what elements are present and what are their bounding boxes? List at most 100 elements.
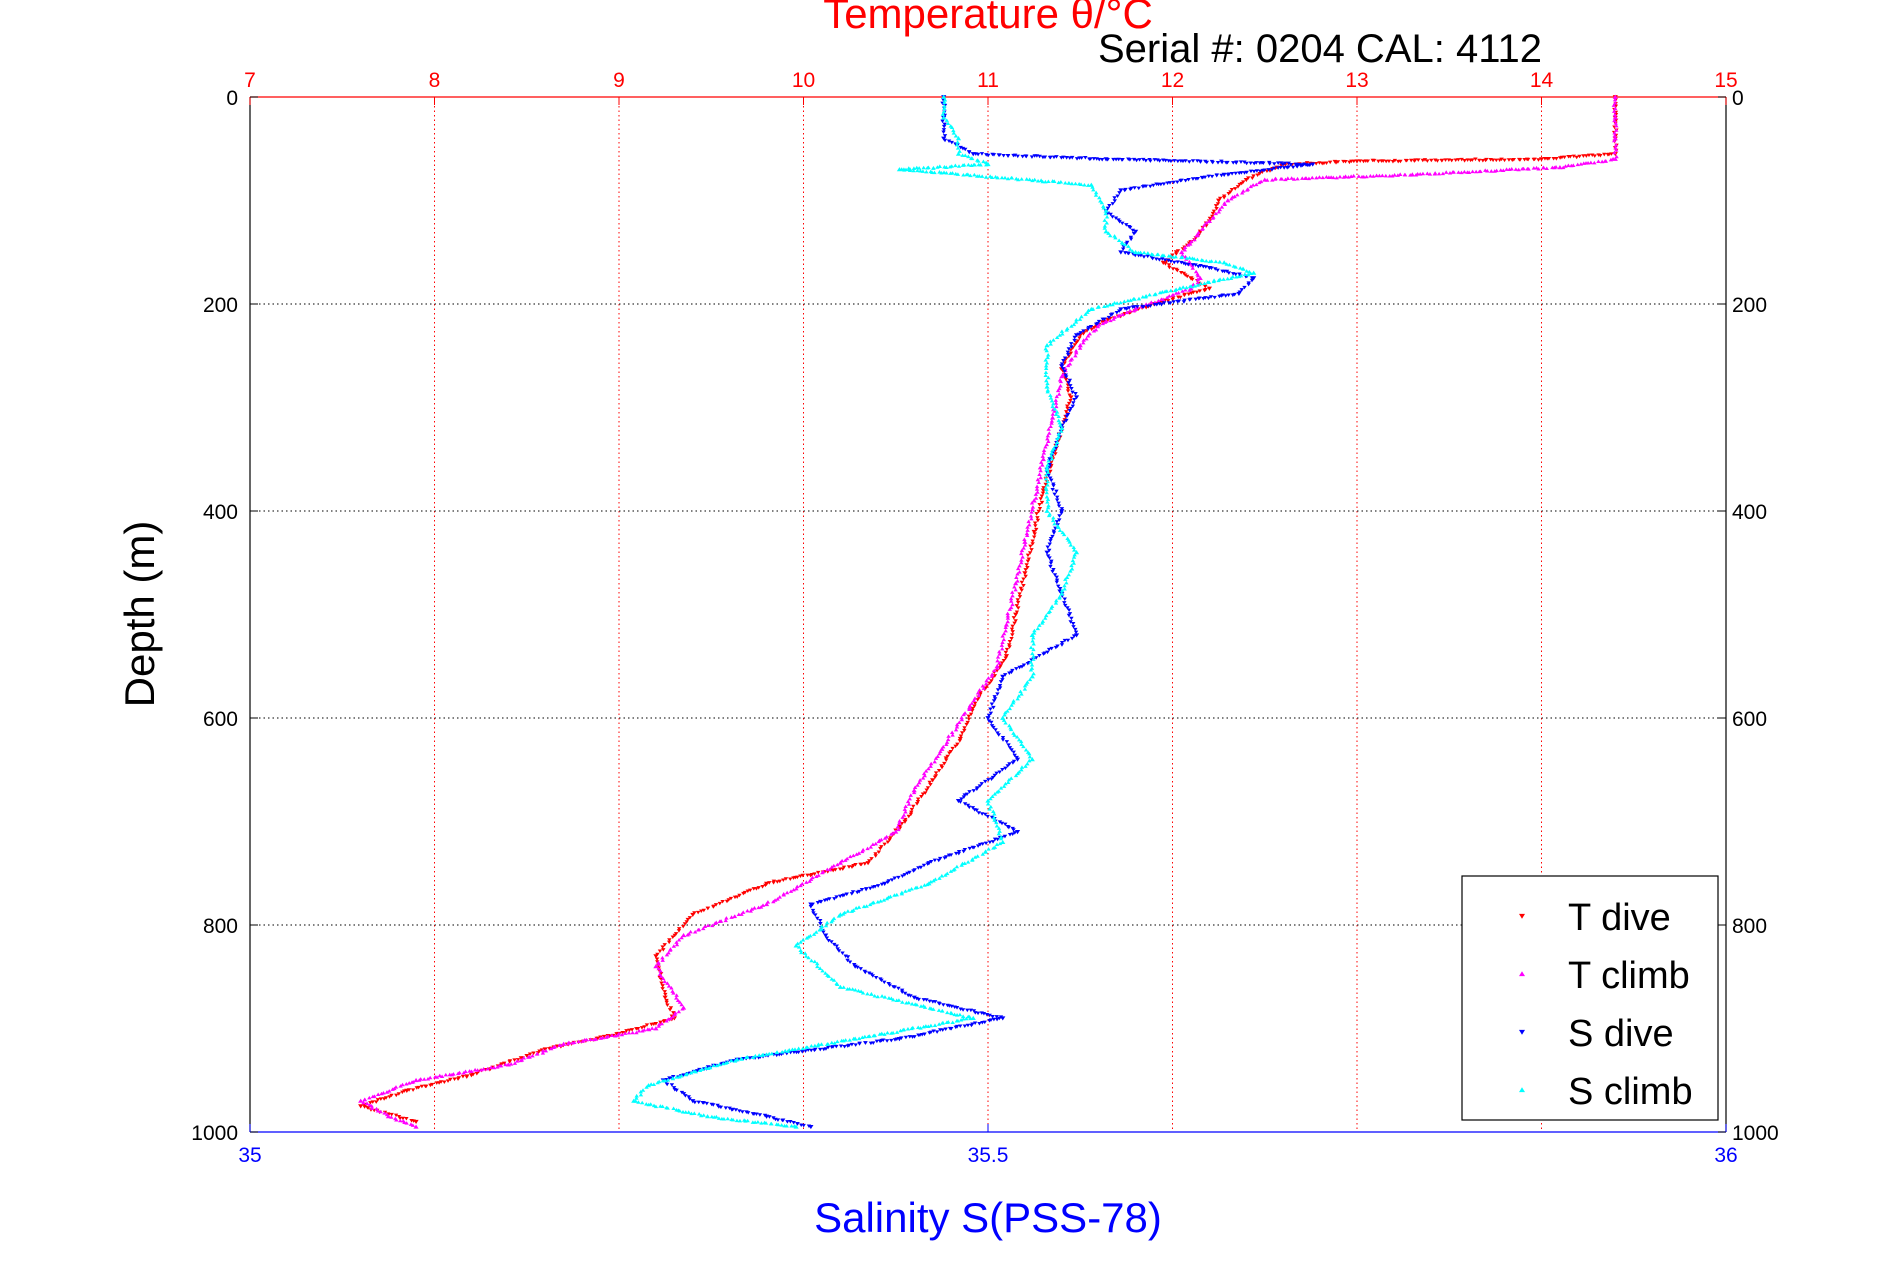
profile-sample-marker [862, 1034, 868, 1039]
profile-sample-marker [1194, 290, 1200, 295]
profile-sample-marker [1242, 272, 1248, 277]
profile-sample-marker [1043, 373, 1048, 378]
profile-sample-marker [858, 862, 863, 867]
data-point [1073, 550, 1080, 555]
profile-sample-marker [739, 912, 744, 916]
profile-sample-marker [958, 1017, 964, 1022]
profile-sample-marker [665, 1078, 671, 1082]
profile-sample-marker [1566, 154, 1571, 159]
profile-sample-marker [1108, 313, 1114, 317]
profile-sample-marker [1056, 584, 1061, 589]
data-point [955, 136, 962, 141]
profile-sample-marker [991, 699, 997, 703]
profile-sample-marker [1138, 250, 1143, 255]
data-point [911, 995, 917, 1000]
profile-sample-marker [1275, 166, 1281, 170]
profile-sample-marker [1245, 176, 1251, 180]
profile-sample-marker [991, 846, 996, 850]
profile-sample-marker [1097, 195, 1102, 200]
profile-sample-marker [1135, 305, 1140, 309]
profile-sample-marker [1227, 262, 1232, 267]
profile-sample-marker [495, 1065, 500, 1069]
profile-sample-marker [1429, 158, 1434, 163]
profile-sample-marker [1117, 309, 1122, 313]
profile-sample-marker [946, 853, 952, 858]
profile-sample-marker [800, 881, 805, 886]
data-point [955, 798, 962, 804]
profile-sample-marker [1065, 386, 1071, 391]
profile-sample-marker [910, 1035, 915, 1039]
profile-sample-marker [1035, 516, 1040, 520]
profile-sample-marker [775, 1118, 781, 1122]
profile-sample-marker [664, 1000, 669, 1005]
profile-sample-marker [785, 1120, 790, 1124]
profile-sample-marker [1053, 446, 1058, 451]
profile-sample-marker [675, 998, 681, 1003]
profile-sample-marker [969, 701, 975, 705]
profile-sample-marker [1534, 165, 1539, 170]
profile-sample-marker [521, 1055, 527, 1060]
profile-sample-marker [1470, 169, 1475, 174]
profile-sample-marker [1108, 318, 1113, 323]
profile-sample-marker [993, 728, 998, 732]
profile-sample-marker [915, 783, 920, 787]
profile-sample-marker [396, 1092, 402, 1096]
data-point [994, 663, 1000, 669]
profile-sample-marker [1128, 298, 1133, 302]
profile-sample-marker [1216, 209, 1222, 214]
profile-sample-marker [1016, 737, 1022, 742]
profile-sample-marker [674, 1088, 679, 1093]
profile-sample-marker [1494, 158, 1499, 163]
profile-sample-marker [798, 948, 803, 952]
profile-sample-marker [997, 684, 1003, 688]
salinity-tick-label: 35.5 [968, 1144, 1009, 1167]
profile-sample-marker [882, 980, 887, 985]
profile-sample-marker [703, 1066, 708, 1070]
profile-sample-marker [962, 802, 968, 806]
profile-sample-marker [1402, 172, 1407, 177]
profile-sample-marker [896, 875, 901, 880]
profile-sample-marker [639, 1100, 645, 1105]
profile-sample-marker [1257, 172, 1262, 176]
profile-sample-marker [991, 725, 996, 730]
profile-sample-marker [1005, 176, 1011, 181]
profile-sample-marker [817, 928, 822, 932]
profile-sample-marker [1542, 157, 1548, 161]
profile-sample-marker [1045, 470, 1051, 474]
profile-sample-marker [965, 172, 971, 176]
profile-sample-marker [987, 840, 993, 845]
profile-sample-marker [940, 112, 946, 116]
profile-sample-marker [638, 1092, 644, 1097]
profile-sample-marker [918, 168, 923, 173]
profile-sample-marker [1009, 175, 1015, 180]
profile-sample-marker [543, 1048, 549, 1053]
profile-sample-marker [958, 145, 963, 150]
profile-sample-marker [1195, 273, 1201, 278]
depth-tick-label-left: 200 [203, 294, 238, 317]
profile-sample-marker [1101, 205, 1106, 210]
profile-sample-marker [1012, 733, 1017, 737]
profile-sample-marker [1120, 247, 1126, 251]
profile-sample-marker [988, 707, 993, 712]
profile-sample-marker [697, 1068, 703, 1072]
profile-sample-marker [676, 1009, 682, 1014]
profile-sample-marker [639, 1026, 645, 1030]
profile-sample-marker [1387, 173, 1392, 178]
profile-sample-marker [960, 731, 965, 735]
profile-sample-marker [1006, 825, 1012, 830]
profile-sample-marker [565, 1041, 571, 1046]
profile-sample-marker [1172, 260, 1177, 265]
profile-sample-marker [411, 1119, 416, 1123]
legend-marker [1519, 913, 1525, 919]
profile-sample-marker [683, 1110, 688, 1114]
profile-sample-marker [815, 964, 820, 969]
profile-sample-marker [1140, 185, 1146, 189]
data-point [1029, 632, 1035, 638]
profile-sample-marker [955, 146, 961, 150]
profile-sample-marker [1014, 755, 1019, 760]
profile-sample-marker [911, 804, 916, 809]
profile-sample-marker [1069, 563, 1074, 568]
profile-sample-marker [845, 909, 851, 913]
profile-sample-marker [1059, 429, 1064, 433]
profile-sample-marker [885, 880, 890, 885]
